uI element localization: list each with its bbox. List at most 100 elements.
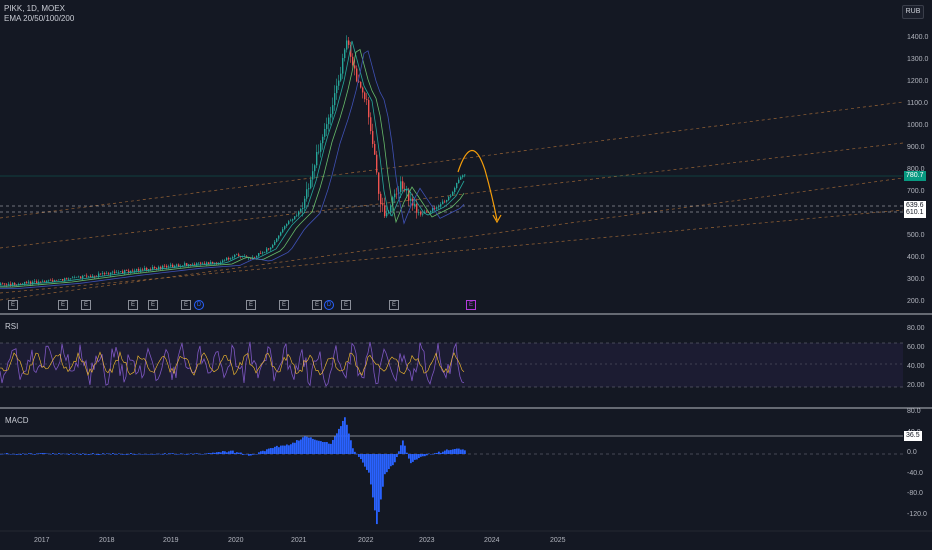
price-candle (322, 136, 324, 144)
macd-histogram-bar (326, 442, 328, 454)
earnings-marker[interactable]: E (58, 300, 68, 310)
macd-histogram-bar (348, 433, 350, 454)
price-candle (318, 151, 320, 153)
macd-histogram-bar (390, 454, 392, 467)
price-candle (202, 263, 204, 265)
time-axis-label: 2023 (419, 537, 435, 544)
macd-histogram-bar (336, 433, 338, 454)
macd-histogram-bar (294, 442, 296, 454)
price-candle (208, 262, 210, 265)
macd-histogram-bar (84, 454, 86, 455)
price-candle (298, 211, 300, 216)
price-candle (316, 151, 318, 166)
price-candle (396, 193, 398, 195)
macd-axis-tick: 0.0 (907, 449, 917, 456)
macd-histogram-bar (396, 454, 398, 458)
earnings-marker[interactable]: E (466, 300, 476, 310)
price-candle (138, 269, 140, 271)
macd-histogram-bar (354, 451, 356, 454)
price-tag: 610.1 (904, 208, 926, 218)
macd-histogram-bar (260, 451, 262, 454)
macd-histogram-bar (108, 453, 110, 455)
trend-channel-line (0, 101, 904, 219)
price-candle (454, 188, 456, 192)
price-candle (182, 265, 184, 267)
price-candle (154, 267, 156, 269)
macd-histogram-bar (220, 452, 222, 454)
macd-histogram-bar (274, 446, 276, 454)
price-candle (38, 281, 40, 284)
macd-histogram-bar (324, 442, 326, 454)
macd-histogram-bar (450, 449, 452, 454)
macd-histogram-bar (340, 426, 342, 454)
earnings-marker[interactable]: D (194, 300, 204, 310)
macd-histogram-bar (120, 454, 122, 455)
macd-histogram-bar (2, 453, 4, 455)
price-candle (432, 207, 434, 211)
macd-histogram-bar (338, 428, 340, 454)
earnings-marker[interactable]: E (341, 300, 351, 310)
price-candle (374, 143, 376, 155)
macd-histogram-bar (8, 453, 10, 455)
price-candle (156, 268, 158, 270)
macd-histogram-bar (442, 451, 444, 454)
price-candle (434, 207, 436, 209)
price-candle (420, 212, 422, 215)
price-candle (136, 269, 138, 271)
macd-histogram-bar (46, 453, 48, 454)
macd-histogram-bar (394, 454, 396, 463)
macd-histogram-bar (70, 453, 72, 454)
price-candle (150, 269, 152, 270)
macd-histogram-bar (308, 437, 310, 454)
price-candle (172, 264, 174, 268)
price-candle (460, 177, 462, 180)
macd-histogram-bar (456, 448, 458, 454)
rsi-axis-tick: 20.00 (907, 382, 925, 389)
earnings-marker[interactable]: E (81, 300, 91, 310)
macd-histogram-bar (138, 453, 140, 455)
macd-histogram-bar (430, 454, 432, 455)
earnings-marker[interactable]: E (279, 300, 289, 310)
macd-histogram-bar (426, 454, 428, 456)
macd-histogram-bar (238, 452, 240, 454)
price-candle (80, 276, 82, 279)
currency-badge[interactable]: RUB (902, 5, 924, 19)
price-candle (456, 182, 458, 189)
macd-histogram-bar (360, 454, 362, 460)
price-candle (444, 201, 446, 203)
macd-histogram-bar (172, 453, 174, 454)
price-candle (462, 175, 464, 178)
macd-histogram-bar (128, 453, 130, 455)
macd-histogram-bar (408, 454, 410, 459)
earnings-marker[interactable]: E (128, 300, 138, 310)
macd-histogram-bar (36, 453, 38, 454)
price-candle (284, 226, 286, 230)
macd-histogram-bar (96, 454, 98, 455)
macd-histogram-bar (174, 454, 176, 455)
earnings-marker[interactable]: E (181, 300, 191, 310)
macd-histogram-bar (14, 454, 16, 455)
macd-histogram-bar (92, 453, 94, 454)
earnings-marker[interactable]: E (389, 300, 399, 310)
price-candle (192, 264, 194, 265)
macd-histogram-bar (376, 454, 378, 525)
price-candle (70, 278, 72, 279)
price-candle (72, 277, 74, 279)
earnings-marker[interactable]: E (312, 300, 322, 310)
earnings-marker[interactable]: E (148, 300, 158, 310)
symbol-title: PIKK, 1D, MOEX (4, 4, 65, 13)
macd-histogram-bar (446, 449, 448, 454)
macd-histogram-bar (114, 454, 116, 455)
macd-histogram-bar (258, 452, 260, 454)
price-candle (220, 262, 222, 264)
earnings-marker[interactable]: D (324, 300, 334, 310)
earnings-marker[interactable]: E (246, 300, 256, 310)
macd-histogram-bar (422, 454, 424, 457)
macd-histogram-bar (78, 453, 80, 455)
price-candle (140, 269, 142, 271)
earnings-marker[interactable]: E (8, 300, 18, 310)
price-candle (292, 219, 294, 221)
macd-histogram-bar (392, 454, 394, 466)
price-candle (360, 81, 362, 88)
